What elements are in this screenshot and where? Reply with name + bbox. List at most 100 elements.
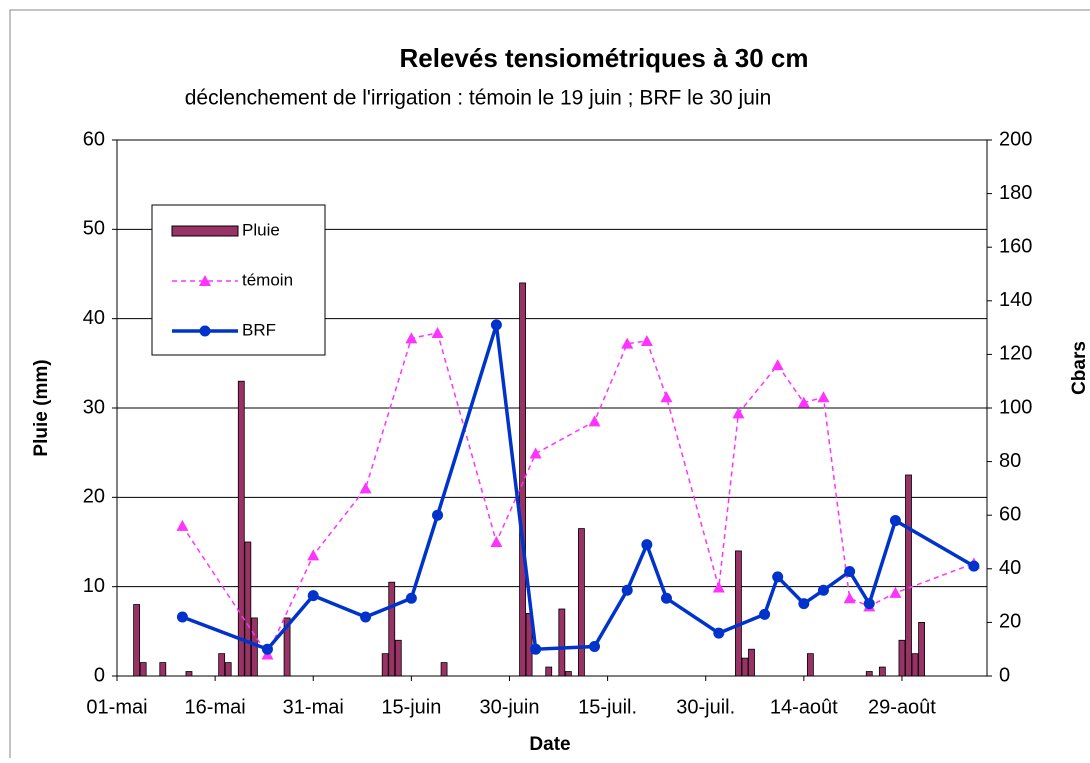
marker bbox=[176, 519, 189, 531]
bar bbox=[558, 608, 566, 677]
bar bbox=[394, 639, 402, 677]
bar bbox=[519, 282, 526, 677]
marker bbox=[176, 611, 188, 623]
y2-tick-label: 80 bbox=[999, 450, 1021, 472]
y-tick-label: 40 bbox=[83, 307, 105, 329]
marker bbox=[621, 337, 634, 349]
bar bbox=[185, 671, 193, 677]
bar bbox=[735, 550, 742, 677]
marker bbox=[732, 407, 745, 419]
y-tick-label: 10 bbox=[83, 575, 105, 597]
y-tick-label: 50 bbox=[83, 218, 105, 240]
marker bbox=[863, 598, 875, 610]
chart-title: Relevés tensiométriques à 30 cm bbox=[400, 43, 809, 73]
x-tick-label: 29-août bbox=[868, 696, 936, 718]
bar bbox=[806, 653, 814, 677]
marker bbox=[530, 643, 542, 655]
y2-tick-label: 60 bbox=[999, 503, 1021, 525]
marker bbox=[660, 592, 672, 604]
bar bbox=[525, 613, 533, 677]
marker bbox=[759, 608, 771, 620]
marker bbox=[844, 565, 856, 577]
y-tick-label: 0 bbox=[94, 664, 105, 686]
y2-tick-label: 180 bbox=[999, 182, 1032, 204]
legend-label: BRF bbox=[242, 320, 276, 339]
bar bbox=[905, 474, 912, 677]
bar bbox=[898, 639, 906, 677]
bar bbox=[741, 657, 749, 677]
bar bbox=[545, 666, 553, 677]
marker bbox=[360, 611, 372, 623]
marker bbox=[641, 539, 653, 551]
bar bbox=[218, 653, 226, 677]
x-tick-label: 30-juil. bbox=[676, 696, 735, 718]
y2-tick-label: 120 bbox=[999, 343, 1032, 365]
legend-label: témoin bbox=[242, 270, 293, 289]
y2-tick-label: 40 bbox=[999, 557, 1021, 579]
y-tick-label: 30 bbox=[83, 396, 105, 418]
marker bbox=[621, 584, 633, 596]
y-axis-label: Pluie (mm) bbox=[31, 359, 52, 456]
y2-tick-label: 100 bbox=[999, 396, 1032, 418]
bar bbox=[911, 653, 919, 677]
marker bbox=[797, 396, 810, 408]
marker bbox=[772, 571, 784, 583]
x-tick-label: 16-mai bbox=[185, 696, 246, 718]
x-tick-label: 30-juin bbox=[479, 696, 539, 718]
marker bbox=[771, 359, 784, 371]
bar bbox=[381, 653, 389, 677]
marker bbox=[431, 326, 444, 338]
y-tick-label: 60 bbox=[83, 128, 105, 150]
marker bbox=[843, 592, 856, 604]
bar bbox=[865, 671, 873, 677]
marker bbox=[589, 641, 601, 653]
marker bbox=[660, 391, 673, 403]
bar bbox=[283, 617, 291, 677]
y2-tick-label: 140 bbox=[999, 289, 1032, 311]
marker bbox=[307, 590, 319, 602]
x-tick-label: 14-août bbox=[770, 696, 838, 718]
x-tick-label: 15-juin bbox=[381, 696, 441, 718]
bar bbox=[244, 541, 252, 677]
x-tick-label: 01-mai bbox=[86, 696, 147, 718]
marker bbox=[405, 332, 418, 344]
legend-marker bbox=[199, 325, 211, 337]
bar bbox=[133, 604, 141, 677]
y2-tick-label: 0 bbox=[999, 664, 1010, 686]
bar bbox=[878, 666, 886, 677]
marker bbox=[712, 581, 725, 593]
bar bbox=[918, 622, 925, 677]
marker bbox=[889, 586, 902, 598]
x-tick-label: 15-juil. bbox=[578, 696, 637, 718]
marker bbox=[817, 391, 830, 403]
bar bbox=[159, 662, 167, 677]
marker bbox=[359, 482, 372, 494]
x-tick-label: 31-mai bbox=[283, 696, 344, 718]
marker bbox=[817, 584, 829, 596]
y2-axis-label: Cbars bbox=[1069, 341, 1090, 395]
marker bbox=[529, 447, 542, 459]
marker bbox=[490, 319, 502, 331]
y-tick-label: 20 bbox=[83, 486, 105, 508]
marker bbox=[432, 509, 444, 521]
marker bbox=[968, 560, 980, 572]
marker bbox=[405, 592, 417, 604]
marker bbox=[640, 335, 653, 346]
marker bbox=[490, 536, 503, 547]
legend-swatch bbox=[171, 225, 239, 237]
marker bbox=[889, 515, 901, 527]
marker bbox=[588, 415, 601, 427]
chart-subtitle: déclenchement de l'irrigation : témoin l… bbox=[185, 87, 772, 110]
bar bbox=[578, 528, 585, 677]
y2-tick-label: 160 bbox=[999, 235, 1032, 257]
marker bbox=[713, 627, 725, 639]
marker bbox=[261, 643, 273, 655]
y2-tick-label: 200 bbox=[999, 128, 1032, 150]
bar bbox=[440, 662, 448, 677]
bar bbox=[224, 662, 232, 677]
bar bbox=[748, 648, 755, 677]
legend-label: Pluie bbox=[242, 220, 280, 239]
x-axis-label: Date bbox=[529, 734, 570, 755]
